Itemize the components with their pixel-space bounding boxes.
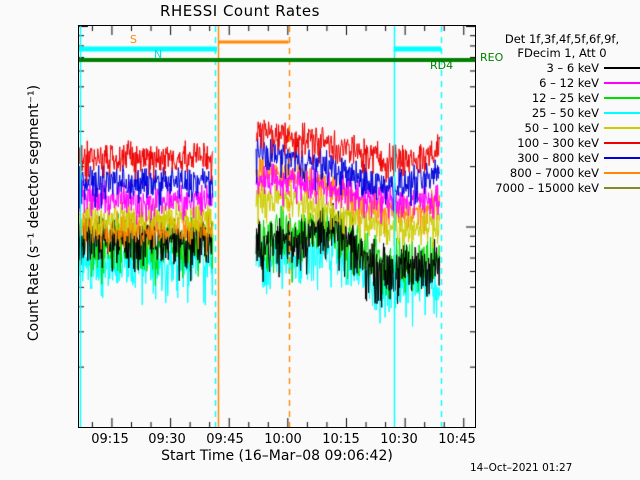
legend-entry-label: 25 – 50 keV: [531, 105, 599, 120]
x-tick-label-5: 10:30: [380, 432, 418, 447]
legend-color-swatch: [604, 186, 640, 189]
legend-entry: 12 – 25 keV: [484, 90, 640, 105]
annotation-label-s: S: [130, 33, 137, 46]
y-axis-label: Count Rate (s⁻¹ detector segment⁻¹): [26, 84, 42, 342]
legend-entry-label: 800 – 7000 keV: [509, 165, 599, 180]
x-tick-label-6: 10:45: [438, 432, 476, 447]
legend-entry-label: 7000 – 15000 keV: [495, 180, 599, 195]
x-tick-label-3: 10:00: [264, 432, 302, 447]
x-axis-label: Start Time (16–Mar–08 09:06:42): [161, 448, 393, 464]
legend-entry: 800 – 7000 keV: [484, 165, 640, 180]
x-tick-label-2: 09:45: [206, 432, 244, 447]
legend-entry: 50 – 100 keV: [484, 120, 640, 135]
x-tick-label-4: 10:15: [322, 432, 360, 447]
legend-color-swatch: [604, 126, 640, 129]
legend-color-swatch: [604, 81, 640, 84]
legend-color-swatch: [604, 156, 640, 159]
x-tick-label-1: 09:30: [148, 432, 186, 447]
legend-entry-label: 100 – 300 keV: [517, 135, 599, 150]
plot-area: [78, 25, 476, 428]
legend-color-swatch: [604, 111, 640, 114]
legend-entry-label: 50 – 100 keV: [524, 120, 600, 135]
legend-entry: 100 – 300 keV: [484, 135, 640, 150]
legend-header-detectors: Det 1f,3f,4f,5f,6f,9f,: [504, 32, 620, 46]
legend-entry-label: 3 – 6 keV: [546, 60, 599, 75]
x-tick-label-0: 09:15: [91, 432, 129, 447]
legend-entry-label: 12 – 25 keV: [531, 90, 599, 105]
legend-color-swatch: [604, 141, 640, 144]
legend-entry: 7000 – 15000 keV: [484, 180, 640, 195]
legend-entry-list: 3 – 6 keV 6 – 12 keV 12 – 25 keV 25 – 50 ke…: [484, 60, 640, 195]
annotation-label-reo: REO: [480, 51, 504, 64]
generation-timestamp: 14–Oct–2021 01:27: [470, 462, 573, 474]
legend-color-swatch: [604, 171, 640, 174]
annotation-label-rd4: RD4: [430, 59, 454, 72]
legend-entry-label: 6 – 12 keV: [539, 75, 599, 90]
chart-canvas: [79, 26, 475, 427]
legend-entry: 25 – 50 keV: [484, 105, 640, 120]
legend-entry-label: 300 – 800 keV: [517, 150, 599, 165]
legend-color-swatch: [604, 66, 640, 69]
legend-entry: 6 – 12 keV: [484, 75, 640, 90]
legend-entry: 3 – 6 keV: [484, 60, 640, 75]
page-title: RHESSI Count Rates: [160, 2, 320, 20]
legend: Det 1f,3f,4f,5f,6f,9f, FDecim 1, Att 0 3…: [484, 32, 640, 195]
legend-header-decim: FDecim 1, Att 0: [517, 46, 607, 60]
legend-color-swatch: [604, 96, 640, 99]
annotation-label-n: N: [154, 48, 163, 61]
legend-entry: 300 – 800 keV: [484, 150, 640, 165]
